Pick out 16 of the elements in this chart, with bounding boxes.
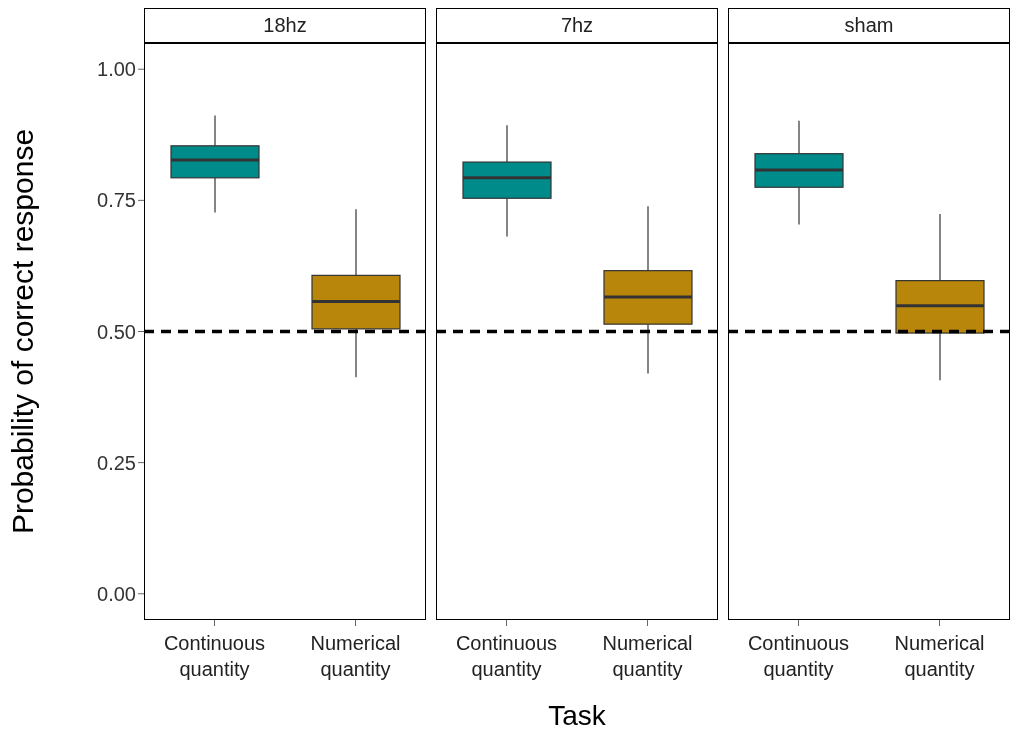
x-axis-title: Task (548, 700, 607, 731)
chart-title: 7hz (436, 8, 718, 43)
y-axis-title: Probability of correct response (5, 128, 39, 535)
x-tick-label: Numerical quantity (310, 632, 401, 680)
y-tick-label: 0.25 (97, 451, 136, 474)
x-tick-label: Numerical quantity (602, 632, 693, 680)
y-tick-label: 1.00 (97, 58, 136, 81)
chart-title: 18hz (144, 8, 426, 43)
y-tick-label: 0.75 (97, 189, 136, 212)
y-tick-label: 0.50 (97, 320, 136, 343)
chart-title: sham (728, 8, 1010, 43)
x-tick-label: Numerical quantity (894, 632, 985, 680)
x-tick-label: Continuous quantity (747, 632, 850, 680)
y-tick-label: 0.00 (97, 582, 136, 605)
x-tick-label: Continuous quantity (455, 632, 558, 680)
x-tick-label: Continuous quantity (163, 632, 266, 680)
